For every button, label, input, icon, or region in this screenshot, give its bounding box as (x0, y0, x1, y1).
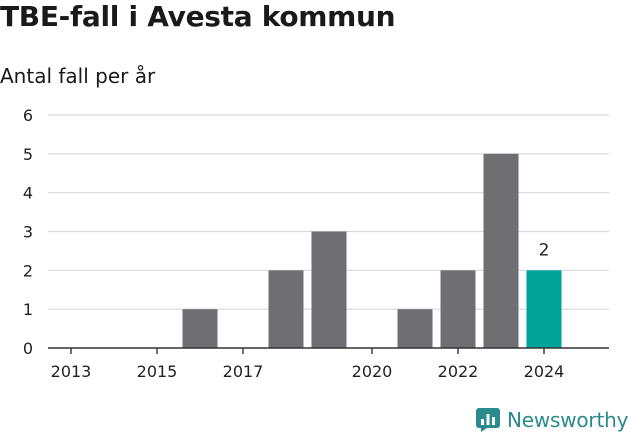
bar-chart-logo-icon (476, 408, 500, 432)
bar-2022 (440, 270, 476, 348)
x-tick-label: 2013 (51, 362, 92, 381)
bar-2023 (483, 153, 519, 348)
x-tick-label: 2017 (223, 362, 264, 381)
y-tick-label: 0 (23, 339, 33, 358)
brand-name: Newsworthy (507, 408, 629, 432)
x-tick-label: 2022 (438, 362, 479, 381)
bar-2024 (526, 270, 562, 348)
y-tick-label: 5 (23, 145, 33, 164)
y-tick-label: 1 (23, 300, 33, 319)
bar-2016 (182, 309, 218, 348)
y-axis-ticks: 0 1 2 3 4 5 6 (23, 106, 33, 358)
y-tick-label: 4 (23, 184, 33, 203)
chart-subtitle: Antal fall per år (0, 64, 156, 88)
brand-logo: Newsworthy (476, 408, 628, 432)
x-axis-ticks: 2013 2015 2017 2020 2022 2024 (51, 348, 565, 381)
x-tick-label: 2015 (137, 362, 178, 381)
y-tick-label: 6 (23, 106, 33, 125)
bar-2021 (397, 309, 433, 348)
x-tick-label: 2020 (352, 362, 393, 381)
data-label-2024: 2 (539, 240, 550, 260)
bar-2018 (268, 270, 304, 348)
bars (182, 153, 562, 348)
data-labels: 2 (539, 240, 550, 260)
y-tick-label: 2 (23, 261, 33, 280)
chart-title: TBE-fall i Avesta kommun (0, 0, 396, 33)
bar-2019 (311, 231, 347, 348)
y-tick-label: 3 (23, 223, 33, 242)
x-tick-label: 2024 (524, 362, 565, 381)
